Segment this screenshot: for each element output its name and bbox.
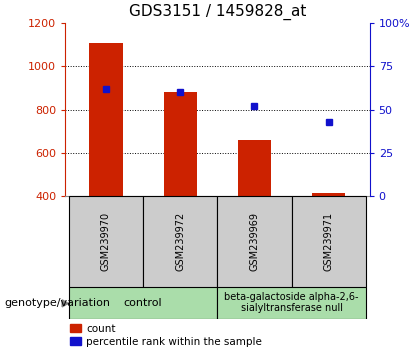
- Text: GSM239969: GSM239969: [249, 212, 260, 271]
- Text: beta-galactoside alpha-2,6-
sialyltransferase null: beta-galactoside alpha-2,6- sialyltransf…: [224, 292, 359, 314]
- Bar: [89, 42, 123, 196]
- Polygon shape: [62, 300, 68, 307]
- Bar: [69, 287, 218, 319]
- Text: control: control: [124, 298, 163, 308]
- Text: GSM239970: GSM239970: [101, 212, 111, 271]
- Bar: [218, 196, 291, 287]
- Bar: [218, 287, 366, 319]
- Bar: [291, 196, 366, 287]
- Bar: [238, 140, 271, 196]
- Bar: [312, 193, 346, 196]
- Bar: [163, 92, 197, 196]
- Bar: [143, 196, 218, 287]
- Text: GSM239971: GSM239971: [324, 212, 334, 271]
- Legend: count, percentile rank within the sample: count, percentile rank within the sample: [70, 324, 262, 347]
- Bar: [69, 196, 143, 287]
- Text: GSM239972: GSM239972: [175, 212, 185, 271]
- Text: genotype/variation: genotype/variation: [4, 298, 110, 308]
- Title: GDS3151 / 1459828_at: GDS3151 / 1459828_at: [129, 4, 306, 20]
